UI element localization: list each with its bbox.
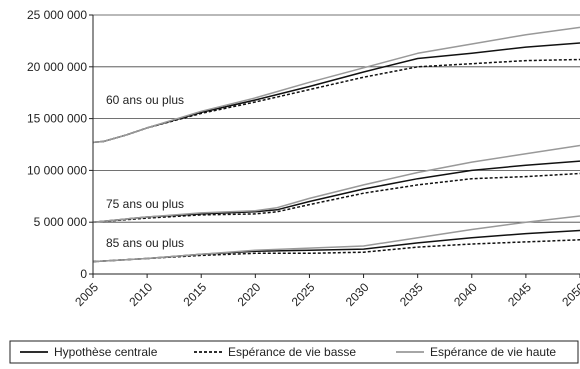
x-tick-label: 2045 bbox=[505, 280, 534, 309]
x-axis-ticks: 2005 2010 2015 2020 2025 2030 2035 2040 2045 2050 bbox=[72, 274, 580, 309]
series-lines bbox=[92, 26, 580, 263]
y-tick-label: 5 000 000 bbox=[34, 215, 88, 229]
annotation-85-ans: 85 ans ou plus bbox=[106, 236, 184, 250]
series-line bbox=[92, 144, 580, 223]
y-tick-label: 0 bbox=[80, 267, 87, 281]
y-tick-label: 10 000 000 bbox=[27, 163, 87, 177]
x-tick-label: 2005 bbox=[72, 280, 101, 309]
legend-label-haute: Espérance de vie haute bbox=[430, 345, 556, 359]
x-tick-label: 2010 bbox=[126, 280, 155, 309]
legend-label-basse: Espérance de vie basse bbox=[228, 345, 356, 359]
y-tick-label: 15 000 000 bbox=[27, 112, 87, 126]
gridlines bbox=[93, 14, 580, 223]
x-tick-label: 2030 bbox=[343, 280, 372, 309]
series-line bbox=[92, 26, 580, 144]
x-tick-label: 2050 bbox=[559, 280, 580, 309]
x-tick-label: 2020 bbox=[235, 280, 264, 309]
x-tick-label: 2025 bbox=[289, 280, 318, 309]
series-line bbox=[92, 58, 580, 144]
annotation-75-ans: 75 ans ou plus bbox=[106, 197, 184, 211]
x-tick-label: 2015 bbox=[181, 280, 210, 309]
legend-box bbox=[9, 340, 579, 364]
x-tick-label: 2035 bbox=[397, 280, 426, 309]
legend: Hypothèse centrale Espérance de vie bass… bbox=[9, 340, 579, 364]
y-axis-ticks: 0 5 000 000 10 000 000 15 000 000 20 000 000… bbox=[27, 8, 93, 281]
axes bbox=[92, 15, 580, 275]
y-tick-label: 25 000 000 bbox=[27, 8, 87, 22]
series-line bbox=[92, 215, 580, 263]
y-tick-label: 20 000 000 bbox=[27, 60, 87, 74]
annotation-60-ans: 60 ans ou plus bbox=[106, 93, 184, 107]
x-tick-label: 2040 bbox=[451, 280, 480, 309]
series-line bbox=[92, 172, 580, 223]
legend-label-centrale: Hypothèse centrale bbox=[54, 345, 158, 359]
